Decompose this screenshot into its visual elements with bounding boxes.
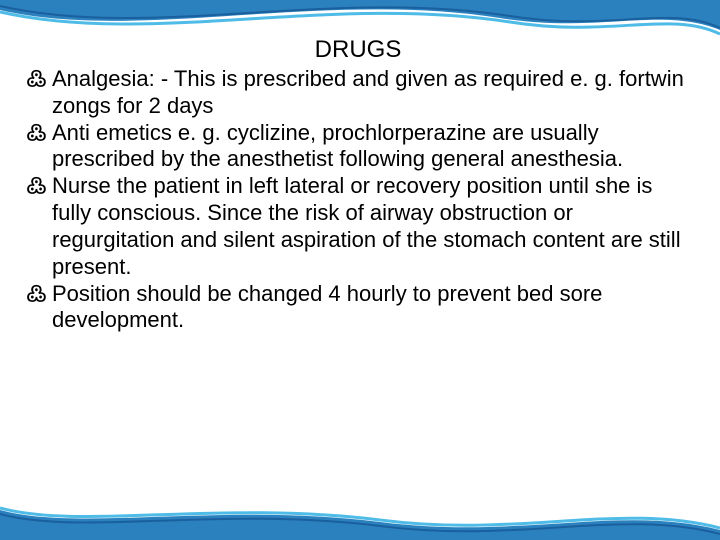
bullet-icon: ߷ [26, 66, 47, 93]
slide-title: DRUGS [26, 36, 690, 64]
slide-content: DRUGS ߷ Analgesia: - This is prescribed … [26, 36, 690, 334]
list-item: ߷ Analgesia: - This is prescribed and gi… [26, 66, 690, 120]
slide: DRUGS ߷ Analgesia: - This is prescribed … [0, 0, 720, 540]
bullet-text: Analgesia: - This is prescribed and give… [52, 66, 684, 118]
bullet-text: Nurse the patient in left lateral or rec… [52, 173, 681, 278]
bullet-text: Anti emetics e. g. cyclizine, prochlorpe… [52, 120, 623, 172]
bullet-icon: ߷ [26, 281, 47, 308]
bullet-icon: ߷ [26, 120, 47, 147]
bullet-text: Position should be changed 4 hourly to p… [52, 281, 602, 333]
list-item: ߷ Anti emetics e. g. cyclizine, prochlor… [26, 120, 690, 174]
bullet-list: ߷ Analgesia: - This is prescribed and gi… [26, 66, 690, 334]
list-item: ߷ Position should be changed 4 hourly to… [26, 281, 690, 335]
list-item: ߷ Nurse the patient in left lateral or r… [26, 173, 690, 280]
bullet-icon: ߷ [26, 173, 47, 200]
wave-decoration-bottom [0, 480, 720, 540]
